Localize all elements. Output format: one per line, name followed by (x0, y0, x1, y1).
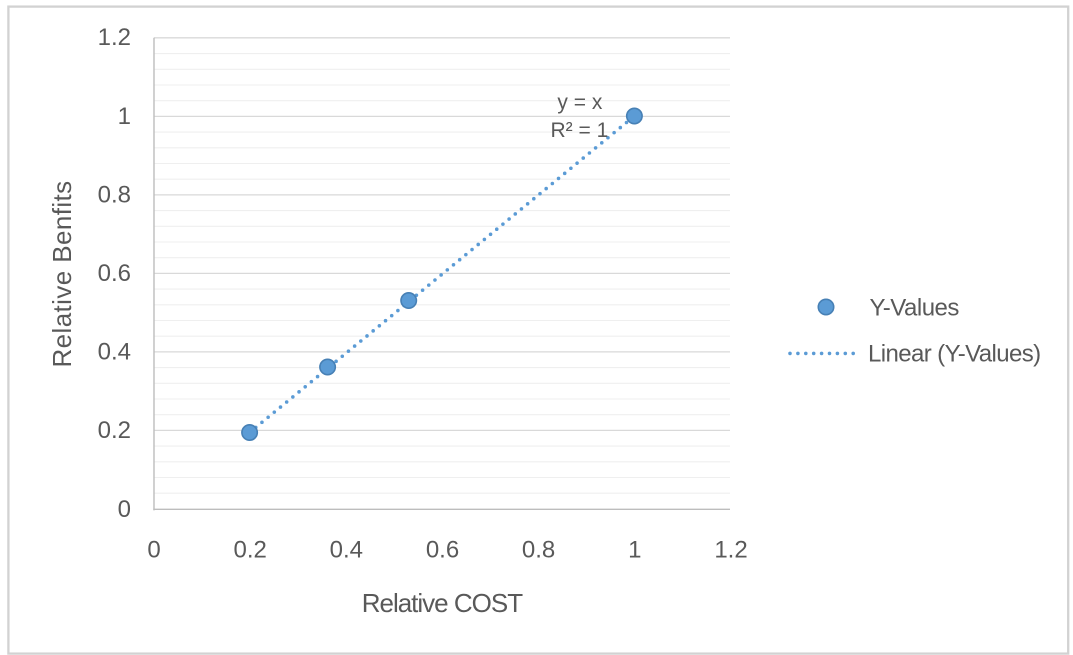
svg-text:0.4: 0.4 (330, 537, 363, 564)
svg-text:Linear (Y-Values): Linear (Y-Values) (868, 341, 1041, 368)
svg-text:0.2: 0.2 (234, 537, 267, 564)
svg-text:0.8: 0.8 (522, 537, 555, 564)
svg-text:0: 0 (118, 496, 131, 523)
svg-text:1: 1 (118, 103, 131, 130)
svg-text:1.2: 1.2 (98, 24, 131, 51)
svg-text:1.2: 1.2 (714, 537, 747, 564)
svg-text:0: 0 (147, 537, 160, 564)
svg-text:0.8: 0.8 (98, 181, 131, 208)
svg-text:0.6: 0.6 (98, 260, 131, 287)
svg-text:0.6: 0.6 (426, 537, 459, 564)
svg-text:0.4: 0.4 (98, 338, 131, 365)
svg-text:R² = 1: R² = 1 (551, 119, 609, 142)
svg-text:y = x: y = x (557, 91, 602, 114)
svg-text:Y-Values: Y-Values (870, 294, 960, 321)
svg-text:Relative Benfits: Relative Benfits (47, 180, 77, 367)
svg-text:0.2: 0.2 (98, 417, 131, 444)
svg-text:1: 1 (628, 537, 641, 564)
svg-text:Relative COST: Relative COST (362, 588, 523, 618)
